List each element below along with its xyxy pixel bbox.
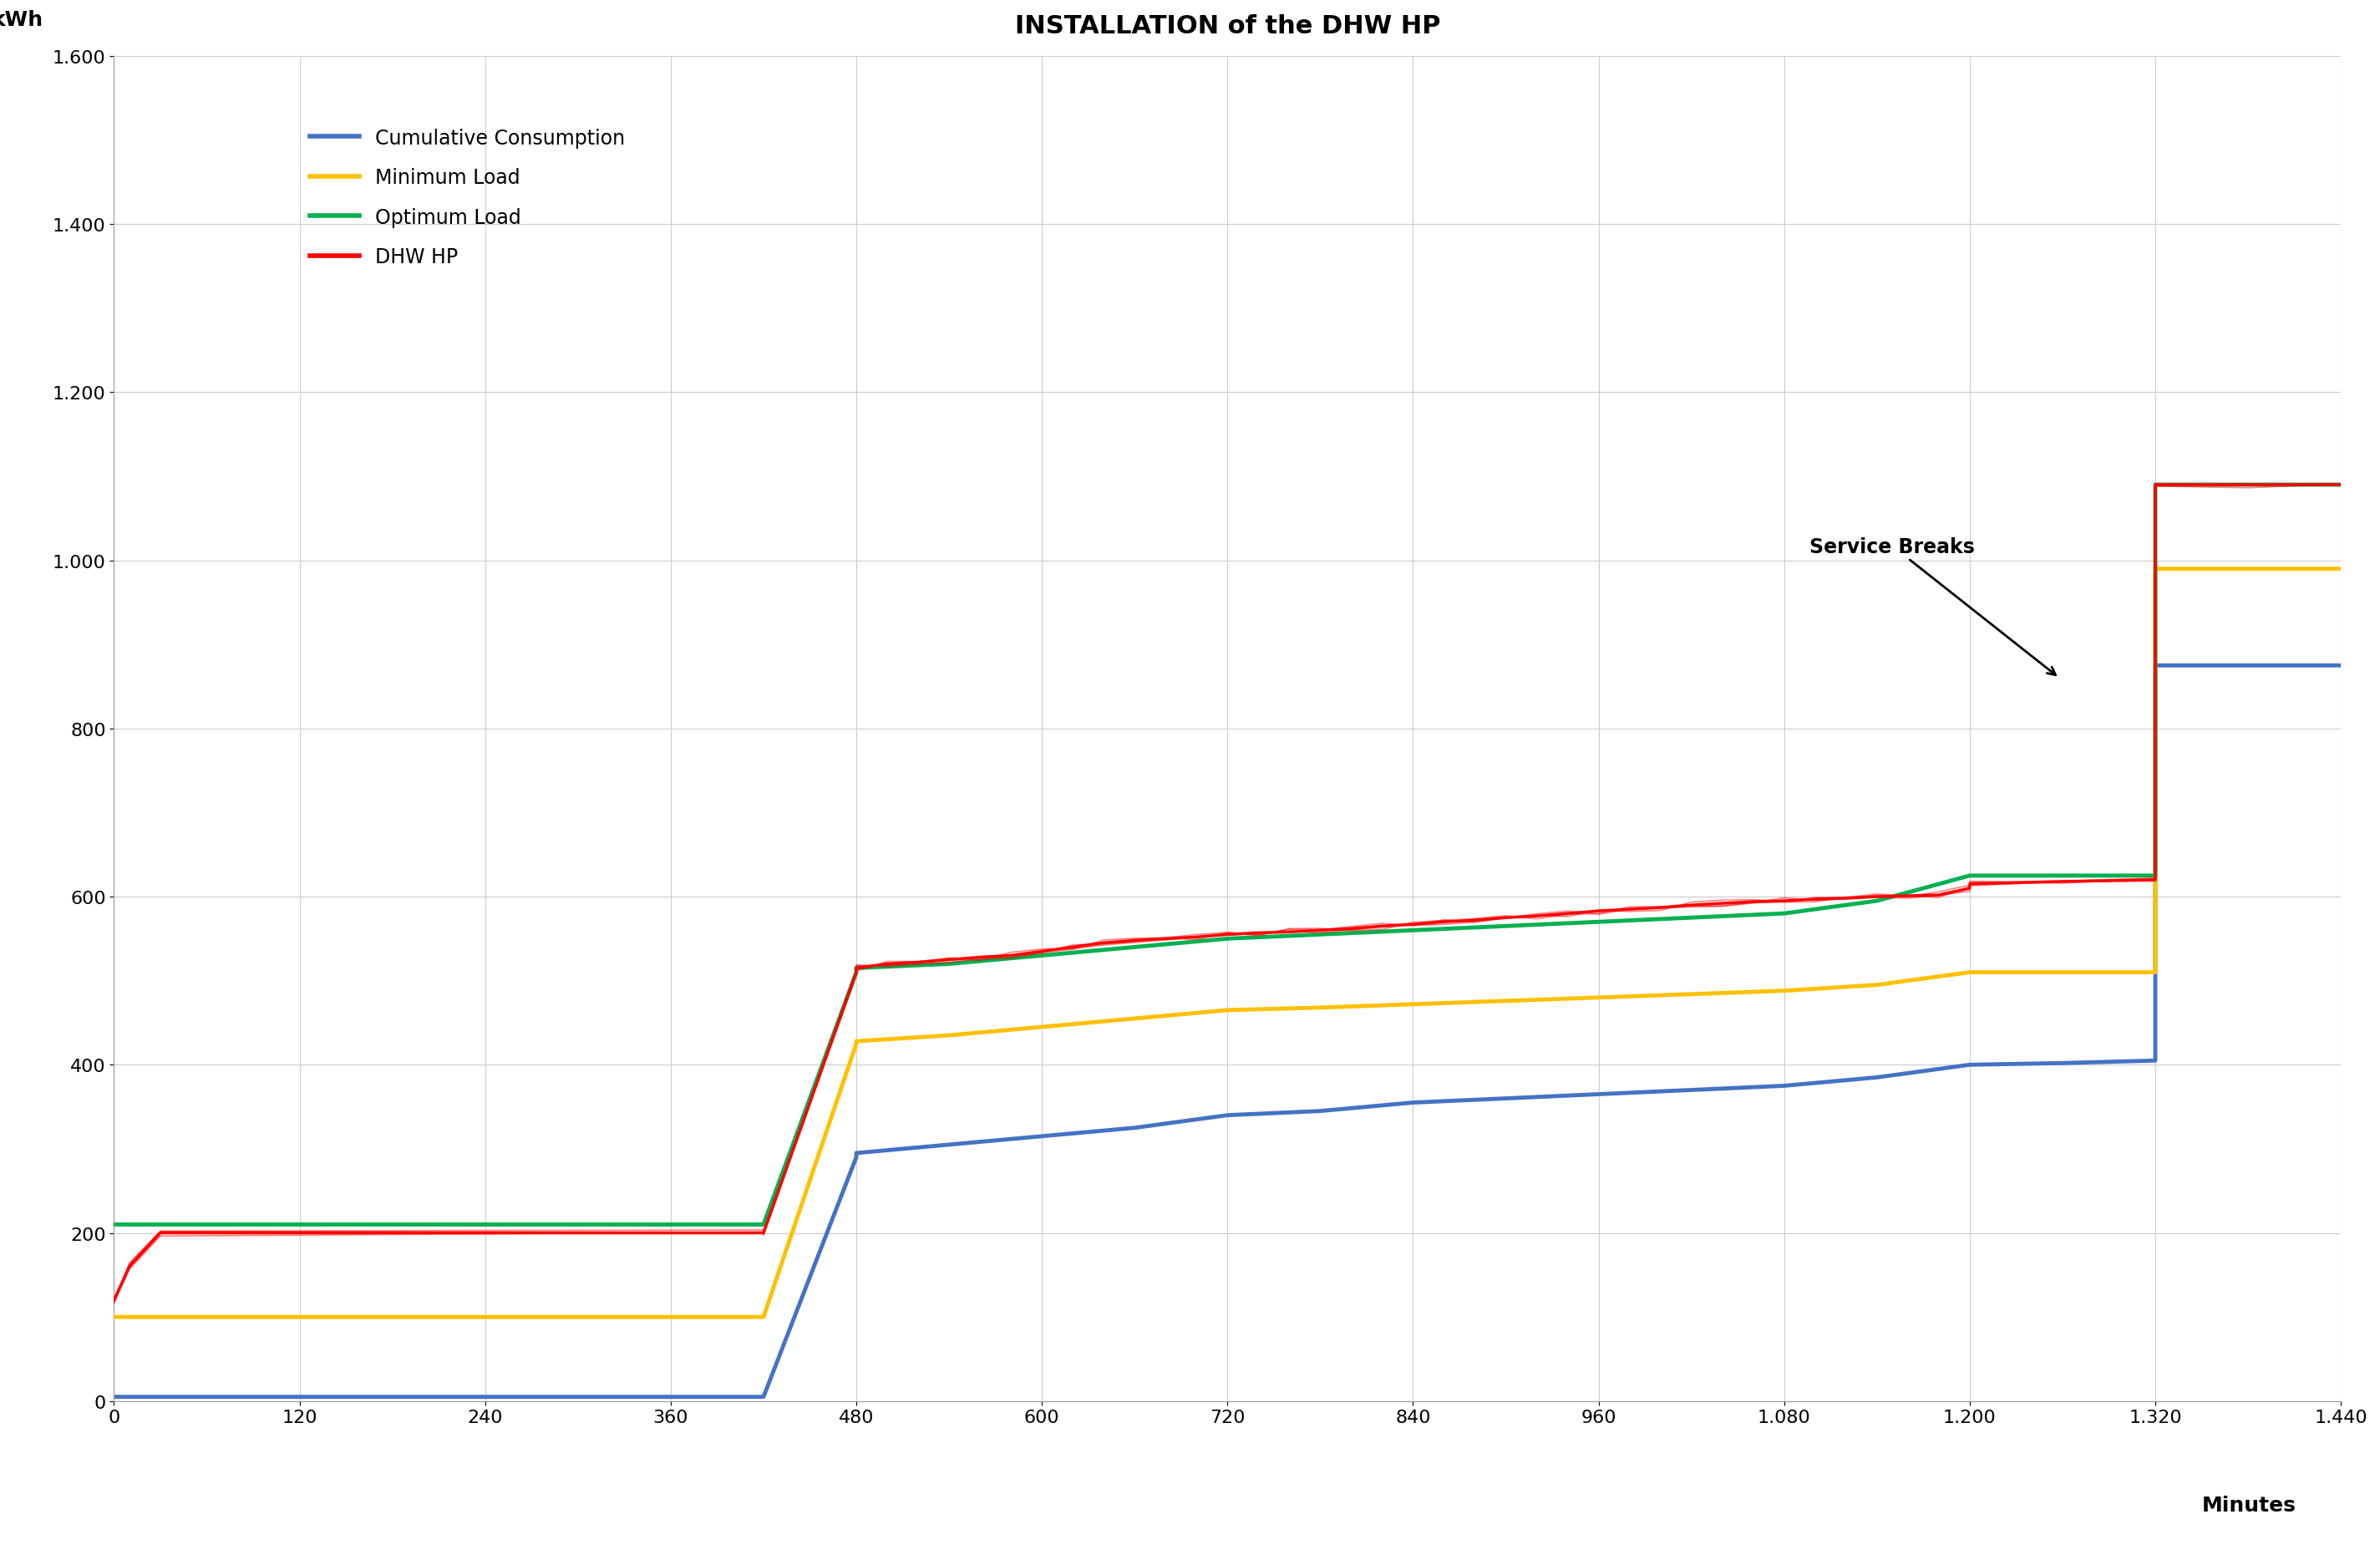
- Title: INSTALLATION of the DHW HP: INSTALLATION of the DHW HP: [1014, 14, 1440, 39]
- Legend: Cumulative Consumption, Minimum Load, Optimum Load, DHW HP: Cumulative Consumption, Minimum Load, Op…: [302, 121, 633, 275]
- Text: kWh: kWh: [0, 9, 43, 30]
- Text: Service Breaks: Service Breaks: [1809, 537, 2056, 676]
- Text: Minutes: Minutes: [2202, 1495, 2297, 1515]
